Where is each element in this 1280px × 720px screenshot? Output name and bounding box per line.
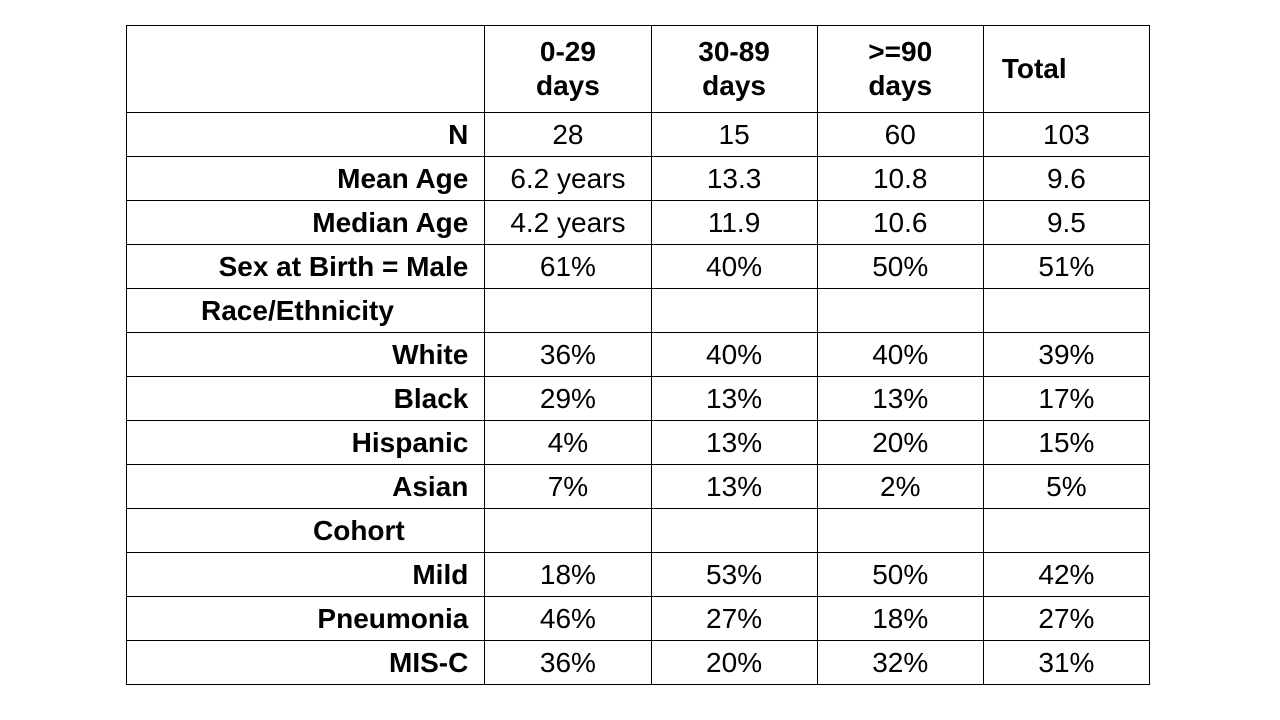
column-header-total: Total (982, 25, 1151, 113)
table-row: Sex at Birth = Male 61% 40% 50% 51% (125, 244, 1151, 289)
table-cell: 36% (484, 640, 652, 685)
table-cell: 18% (816, 596, 984, 641)
row-label: Sex at Birth = Male (125, 244, 486, 289)
table-row: N 28 15 60 103 (125, 112, 1151, 157)
table-cell: 20% (816, 420, 984, 465)
header-corner-cell (125, 25, 486, 113)
table-cell (816, 508, 984, 553)
table-row: Asian 7% 13% 2% 5% (125, 464, 1151, 509)
table-cell: 51% (982, 244, 1151, 289)
table-cell: 39% (982, 332, 1151, 377)
table-cell (982, 288, 1151, 333)
table-cell: 10.6 (816, 200, 984, 245)
table-cell: 31% (982, 640, 1151, 685)
table-cell (816, 288, 984, 333)
table-cell: 15 (650, 112, 818, 157)
table-cell: 13.3 (650, 156, 818, 201)
section-label: Race/Ethnicity (201, 294, 394, 326)
column-header-90-plus-days: >=90 days (816, 25, 984, 113)
table-cell: 27% (982, 596, 1151, 641)
column-header-line1: 0-29 (539, 36, 596, 68)
section-label: Cohort (313, 514, 405, 546)
table-cell: 61% (484, 244, 652, 289)
table-cell: 36% (484, 332, 652, 377)
table-cell: 4.2 years (484, 200, 652, 245)
table-cell (484, 288, 652, 333)
row-label: Hispanic (125, 420, 486, 465)
table-cell (650, 288, 818, 333)
table-row: Mean Age 6.2 years 13.3 10.8 9.6 (125, 156, 1151, 201)
table-cell (484, 508, 652, 553)
column-header-line2: days (868, 70, 933, 101)
table-cell: 50% (816, 552, 984, 597)
section-row: Cohort (125, 508, 1151, 553)
section-label-cell: Race/Ethnicity (125, 288, 486, 333)
row-label: MIS-C (125, 640, 486, 685)
table-row: Black 29% 13% 13% 17% (125, 376, 1151, 421)
table-cell: 40% (816, 332, 984, 377)
section-label-cell: Cohort (125, 508, 486, 553)
table-cell: 7% (484, 464, 652, 509)
table-cell: 13% (650, 464, 818, 509)
table-row: Hispanic 4% 13% 20% 15% (125, 420, 1151, 465)
table-row: Pneumonia 46% 27% 18% 27% (125, 596, 1151, 641)
table-cell: 29% (484, 376, 652, 421)
table-cell: 40% (650, 244, 818, 289)
row-label: Pneumonia (125, 596, 486, 641)
table-cell: 103 (982, 112, 1151, 157)
table-cell (650, 508, 818, 553)
column-header-line2: days (536, 70, 600, 101)
table-cell: 46% (484, 596, 652, 641)
table-cell (982, 508, 1151, 553)
table-cell: 40% (650, 332, 818, 377)
table-body: N 28 15 60 103 Mean Age 6.2 years 13.3 10.8 9.6 Me… (125, 112, 1151, 685)
table-cell: 9.6 (982, 156, 1151, 201)
column-header-line1: 30-89 (698, 36, 770, 68)
table-cell: 27% (650, 596, 818, 641)
table-cell: 5% (982, 464, 1151, 509)
column-header-line1: >=90 (868, 36, 933, 68)
table-cell: 42% (982, 552, 1151, 597)
table-cell: 53% (650, 552, 818, 597)
table-row: Mild 18% 53% 50% 42% (125, 552, 1151, 597)
column-header-line2: days (702, 70, 766, 101)
table-cell: 20% (650, 640, 818, 685)
table-cell: 17% (982, 376, 1151, 421)
table-row: Median Age 4.2 years 11.9 10.6 9.5 (125, 200, 1151, 245)
row-label: Mean Age (125, 156, 486, 201)
table-cell: 4% (484, 420, 652, 465)
table-row: MIS-C 36% 20% 32% 31% (125, 640, 1151, 685)
table-cell: 9.5 (982, 200, 1151, 245)
table-cell: 11.9 (650, 200, 818, 245)
column-header-30-89-days: 30-89 days (650, 25, 818, 113)
table-cell: 50% (816, 244, 984, 289)
table-cell: 60 (816, 112, 984, 157)
row-label: Black (125, 376, 486, 421)
row-label: Mild (125, 552, 486, 597)
table-cell: 15% (982, 420, 1151, 465)
table-header-row: 0-29 days 30-89 days >=90 days Total (125, 25, 1151, 113)
table-row: White 36% 40% 40% 39% (125, 332, 1151, 377)
table-cell: 13% (816, 376, 984, 421)
table-cell: 32% (816, 640, 984, 685)
row-label: Asian (125, 464, 486, 509)
table-cell: 2% (816, 464, 984, 509)
table-cell: 13% (650, 420, 818, 465)
section-row: Race/Ethnicity (125, 288, 1151, 333)
table-cell: 13% (650, 376, 818, 421)
row-label: Median Age (125, 200, 486, 245)
table-cell: 10.8 (816, 156, 984, 201)
table-cell: 18% (484, 552, 652, 597)
table-cell: 28 (484, 112, 652, 157)
table-cell: 6.2 years (484, 156, 652, 201)
demographics-table: 0-29 days 30-89 days >=90 days Total N 28… (125, 25, 1151, 685)
column-header-line1: Total (1001, 53, 1067, 85)
column-header-0-29-days: 0-29 days (484, 25, 652, 113)
row-label: N (125, 112, 486, 157)
row-label: White (125, 332, 486, 377)
